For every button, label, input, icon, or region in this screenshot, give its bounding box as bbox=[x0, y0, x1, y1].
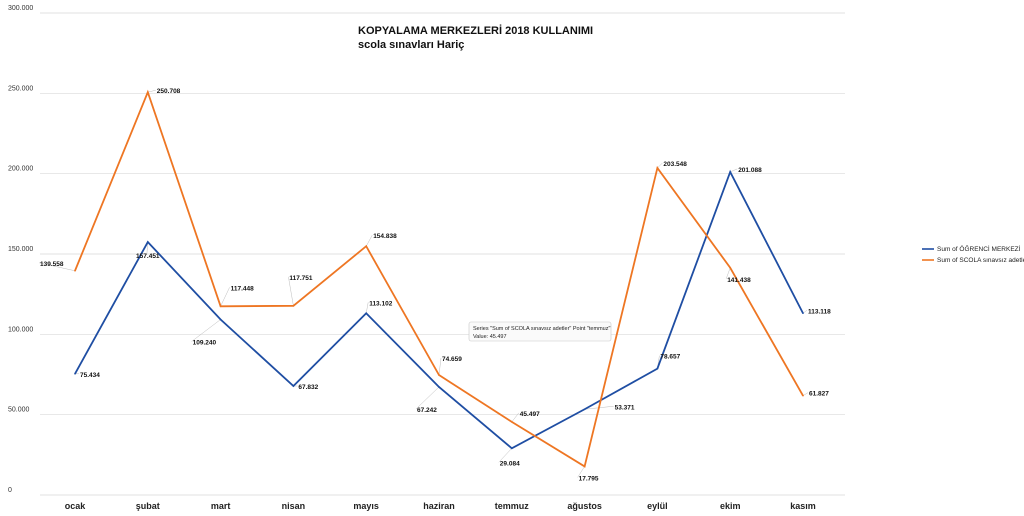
series-lines bbox=[74, 89, 804, 468]
label-leader bbox=[511, 412, 519, 423]
data-point bbox=[365, 245, 368, 248]
legend-item-label[interactable]: Sum of ÖĞRENCİ MERKEZİ bbox=[937, 244, 1021, 253]
label-leader-lines bbox=[38, 89, 809, 478]
label-leader bbox=[438, 358, 442, 376]
label-leader bbox=[725, 267, 731, 279]
data-label: 75.434 bbox=[80, 372, 100, 379]
x-tick-label: temmuz bbox=[495, 501, 530, 511]
tooltip-line-1: Series "Sum of SCOLA sınavsız adetler" P… bbox=[473, 326, 610, 332]
data-point bbox=[219, 305, 222, 308]
data-label: 53.371 bbox=[615, 404, 635, 411]
data-point bbox=[583, 465, 586, 468]
data-label: 113.102 bbox=[369, 300, 393, 307]
data-label: 117.751 bbox=[289, 275, 313, 282]
label-leader bbox=[730, 168, 738, 173]
x-tick-label: ocak bbox=[65, 501, 87, 511]
x-tick-label: mayıs bbox=[353, 501, 379, 511]
label-leader bbox=[657, 162, 663, 169]
y-tick-label: 150.000 bbox=[8, 246, 33, 253]
data-label: 154.838 bbox=[373, 233, 397, 240]
data-point bbox=[511, 447, 513, 450]
x-tick-label: nisan bbox=[282, 501, 306, 511]
data-labels: 75.434 157.451 109.240 67.832 113.102 67.242 2… bbox=[40, 88, 831, 482]
label-leader bbox=[191, 319, 221, 342]
label-leader bbox=[147, 89, 156, 93]
label-leader bbox=[577, 466, 585, 478]
label-leader bbox=[365, 302, 369, 314]
data-point bbox=[802, 394, 804, 397]
data-point bbox=[292, 385, 295, 387]
data-label: 250.708 bbox=[157, 88, 181, 95]
data-label: 61.827 bbox=[809, 391, 829, 398]
data-point bbox=[438, 386, 440, 388]
y-tick-label: 0 bbox=[8, 487, 12, 494]
chart-subtitle: scola sınavları Hariç bbox=[358, 39, 464, 51]
label-leader bbox=[415, 386, 440, 410]
label-leader bbox=[146, 242, 149, 256]
y-tick-label: 250.000 bbox=[8, 85, 33, 92]
x-tick-label: eylül bbox=[647, 501, 668, 511]
data-label: 113.118 bbox=[808, 308, 831, 315]
data-point bbox=[729, 171, 731, 173]
data-label: 141.438 bbox=[727, 277, 751, 284]
data-label: 157.451 bbox=[136, 253, 160, 260]
y-axis-ticks: 0 50.000 100.000 150.000 200.000 250.000 300.0… bbox=[8, 5, 33, 494]
data-point bbox=[292, 305, 295, 307]
legend[interactable]: Sum of ÖĞRENCİ MERKEZİ Sum of SCOLA sınav… bbox=[922, 244, 1024, 264]
y-tick-label: 300.000 bbox=[8, 5, 33, 12]
y-tick-label: 50.000 bbox=[8, 407, 30, 414]
data-label: 109.240 bbox=[193, 339, 217, 346]
data-label: 139.558 bbox=[40, 261, 64, 268]
x-tick-label: şubat bbox=[136, 501, 160, 511]
data-point bbox=[219, 318, 222, 321]
data-point bbox=[656, 367, 659, 370]
data-point bbox=[802, 312, 804, 315]
data-label: 29.084 bbox=[500, 460, 520, 467]
label-leader bbox=[365, 235, 373, 247]
series-line-1 bbox=[74, 169, 804, 450]
y-tick-label: 100.000 bbox=[8, 326, 33, 333]
data-point bbox=[729, 266, 731, 269]
data-point bbox=[74, 269, 76, 272]
gridlines bbox=[40, 12, 845, 496]
data-point bbox=[147, 91, 149, 93]
data-label: 201.088 bbox=[738, 167, 762, 174]
data-point bbox=[438, 374, 440, 376]
data-label: 74.659 bbox=[442, 356, 462, 363]
data-label: 78.657 bbox=[660, 354, 680, 361]
tooltip: Series "Sum of SCOLA sınavsız adetler" P… bbox=[468, 321, 612, 342]
label-leader bbox=[498, 448, 512, 463]
data-point bbox=[583, 408, 586, 411]
tooltip-box bbox=[468, 321, 612, 342]
y-tick-label: 200.000 bbox=[8, 166, 33, 173]
data-label: 67.832 bbox=[298, 384, 318, 391]
label-leader bbox=[802, 392, 809, 396]
x-tick-label: kasım bbox=[790, 501, 816, 511]
data-point bbox=[74, 373, 76, 375]
data-label: 45.497 bbox=[520, 411, 540, 418]
x-tick-label: ekim bbox=[720, 501, 741, 511]
data-label: 203.548 bbox=[663, 161, 687, 168]
data-point bbox=[511, 421, 513, 423]
x-tick-label: ağustos bbox=[567, 501, 602, 511]
x-tick-label: haziran bbox=[423, 501, 455, 511]
data-point bbox=[147, 241, 149, 243]
legend-item-label[interactable]: Sum of SCOLA sınavsız adetler bbox=[937, 257, 1024, 264]
tooltip-line-2: Value: 45.497 bbox=[473, 334, 507, 340]
data-point bbox=[656, 167, 659, 169]
label-leader bbox=[288, 276, 294, 306]
label-leader bbox=[220, 287, 230, 307]
series-line-2 bbox=[74, 89, 804, 468]
label-leader bbox=[38, 262, 76, 272]
data-point bbox=[365, 312, 368, 315]
x-axis-ticks: ocak şubat mart nisan mayıs haziran temmuz ağus… bbox=[65, 501, 816, 511]
data-label: 17.795 bbox=[579, 475, 599, 482]
chart-title: KOPYALAMA MERKEZLERİ 2018 KULLANIMI bbox=[358, 24, 593, 37]
data-label: 67.242 bbox=[417, 407, 437, 414]
data-label: 117.448 bbox=[231, 285, 255, 292]
x-tick-label: mart bbox=[211, 501, 231, 511]
